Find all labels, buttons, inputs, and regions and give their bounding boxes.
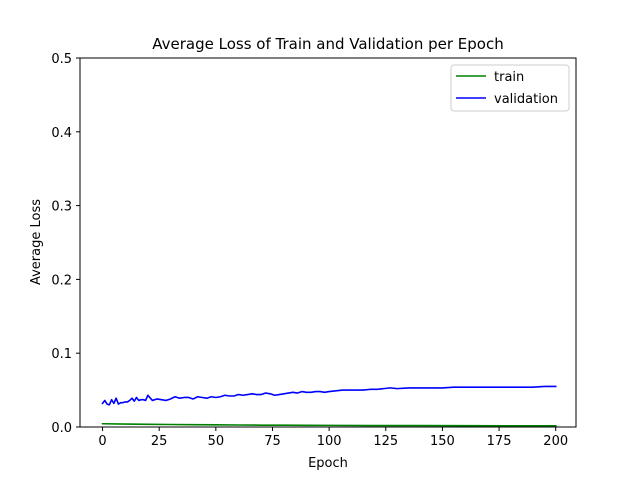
axes-frame (79, 57, 577, 428)
series-line-validation (101, 385, 557, 406)
x-tick-label: 100 (317, 434, 342, 449)
y-tick-label: 0.0 (51, 421, 72, 436)
x-tick-label: 25 (151, 434, 168, 449)
series-line-train (101, 422, 557, 427)
legend-label-validation: validation (494, 92, 558, 107)
x-axis-label: Epoch (308, 456, 348, 471)
x-tick-label: 150 (430, 434, 455, 449)
x-tick-label: 200 (543, 434, 568, 449)
legend: train validation (450, 64, 570, 112)
x-tick-label: 0 (98, 434, 106, 449)
y-tick-label: 0.3 (51, 200, 72, 215)
x-tick-label: 50 (208, 434, 225, 449)
x-tick-label: 75 (264, 434, 281, 449)
y-axis-label: Average Loss (29, 199, 44, 285)
plot-area: 0 25 50 75 100 125 150 175 200 0.0 0.1 0.2 0.3 0.4 0.5 (51, 52, 577, 449)
legend-label-train: train (494, 70, 524, 85)
y-tick-label: 0.2 (51, 273, 72, 288)
y-tick-label: 0.5 (51, 52, 72, 67)
y-tick-label: 0.1 (51, 347, 72, 362)
y-tick-label: 0.4 (51, 126, 72, 141)
x-tick-label: 175 (487, 434, 512, 449)
chart-title: Average Loss of Train and Validation per… (152, 35, 503, 53)
x-tick-label: 125 (373, 434, 398, 449)
